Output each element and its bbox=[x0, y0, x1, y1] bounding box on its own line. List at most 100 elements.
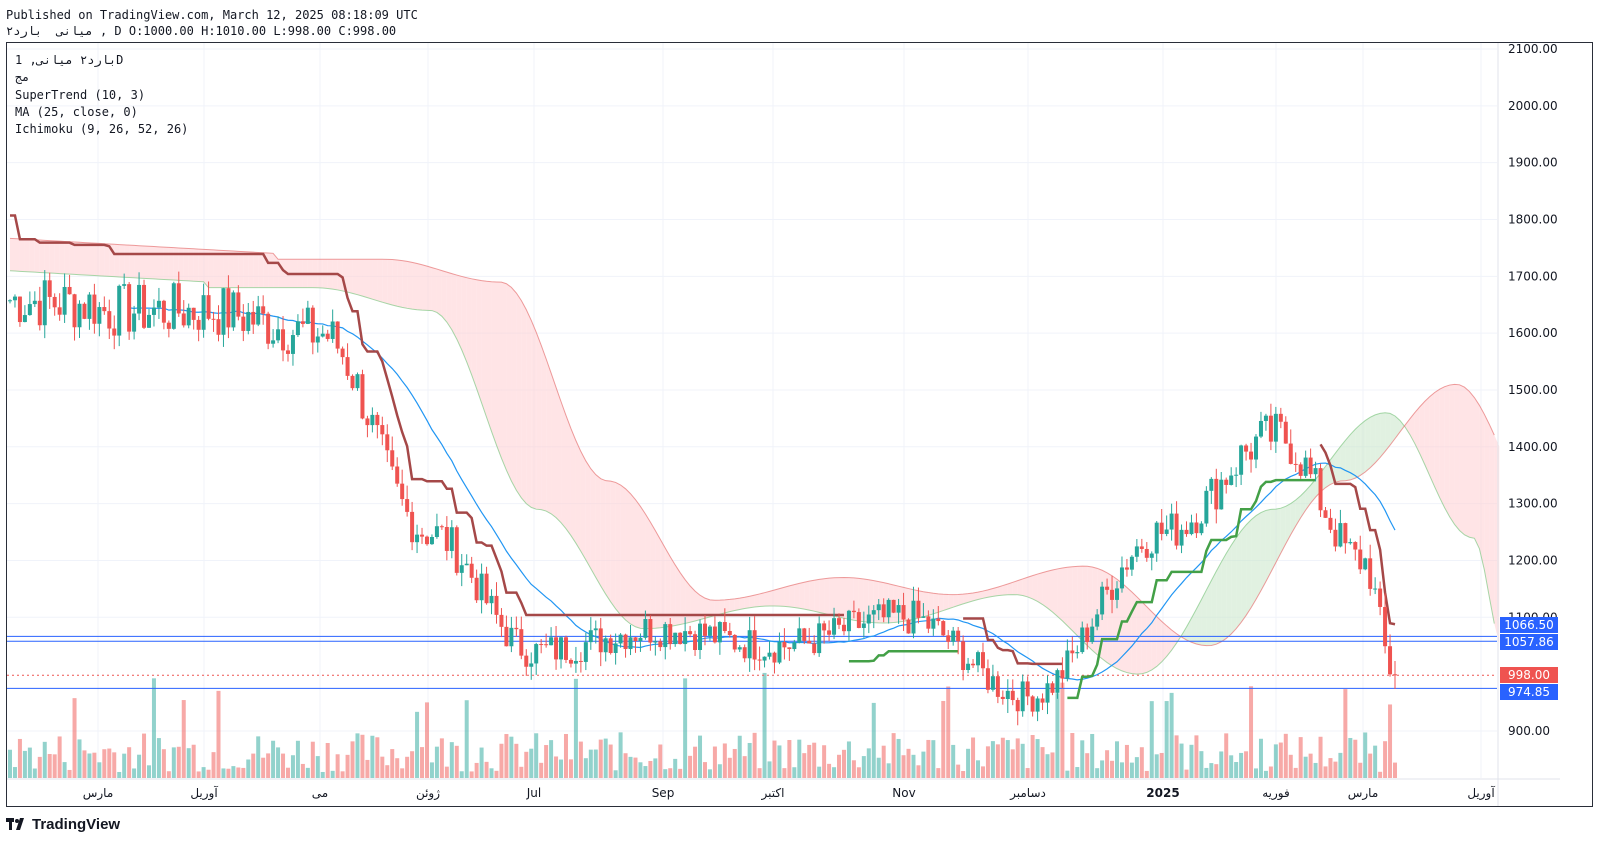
volume-bar bbox=[1000, 737, 1005, 778]
candle-body bbox=[1249, 451, 1254, 460]
volume-bar bbox=[1328, 758, 1333, 778]
volume-bar bbox=[206, 769, 211, 778]
volume-bar bbox=[72, 698, 77, 778]
candle-body bbox=[707, 626, 712, 636]
cloud-segment bbox=[561, 401, 566, 529]
volume-bar bbox=[707, 769, 712, 778]
volume-bar bbox=[300, 763, 305, 778]
candle-body bbox=[1154, 522, 1159, 554]
cloud-segment bbox=[680, 572, 686, 625]
candle-body bbox=[82, 303, 87, 319]
cloud-segment bbox=[1325, 459, 1331, 488]
legend-supertrend[interactable]: SuperTrend (10, 3) bbox=[15, 88, 146, 102]
legend-ichimoku[interactable]: Ichimoku (9, 26, 52, 26) bbox=[15, 122, 189, 136]
cloud-segment bbox=[799, 582, 805, 610]
candle-body bbox=[578, 660, 583, 662]
volume-bar bbox=[1105, 750, 1110, 778]
volume-bar bbox=[1129, 762, 1134, 778]
candle-body bbox=[598, 628, 603, 653]
volume-bar bbox=[32, 768, 37, 778]
candle-body bbox=[37, 300, 42, 326]
candle-body bbox=[355, 374, 360, 389]
candle-body bbox=[737, 647, 742, 650]
cloud-segment bbox=[928, 592, 934, 616]
cloud-segment bbox=[948, 594, 954, 609]
cloud-segment bbox=[412, 262, 418, 310]
volume-bar bbox=[1353, 739, 1358, 778]
candle-body bbox=[196, 319, 201, 330]
cloud-segment bbox=[471, 278, 477, 389]
candle-body bbox=[861, 623, 866, 628]
time-tick-label: Nov bbox=[892, 786, 915, 800]
candle-body bbox=[653, 641, 658, 643]
candle-body bbox=[846, 610, 851, 632]
candle-body bbox=[916, 600, 921, 618]
candle-body bbox=[1383, 606, 1388, 647]
cloud-segment bbox=[863, 578, 869, 623]
cloud-segment bbox=[1017, 578, 1023, 596]
candle-body bbox=[539, 644, 544, 646]
volume-bar bbox=[717, 764, 722, 778]
candle-body bbox=[658, 641, 663, 648]
tradingview-logo[interactable]: TradingView bbox=[6, 814, 120, 834]
candle-body bbox=[156, 300, 161, 308]
candle-body bbox=[519, 629, 524, 656]
cloud-segment bbox=[481, 280, 487, 418]
volume-bar bbox=[658, 744, 663, 778]
volume-bar bbox=[901, 755, 906, 778]
candle-body bbox=[1288, 443, 1293, 464]
cloud-segment bbox=[734, 598, 740, 611]
volume-bar bbox=[628, 756, 633, 778]
cloud-segment bbox=[754, 593, 760, 608]
volume-bar bbox=[683, 678, 688, 778]
candle-body bbox=[673, 632, 678, 645]
volume-bar bbox=[554, 756, 559, 778]
price-tag-1066: 1066.50 bbox=[1500, 617, 1558, 633]
volume-bar bbox=[77, 739, 82, 778]
chart-frame[interactable] bbox=[6, 42, 1593, 807]
volume-bar bbox=[1184, 769, 1189, 778]
cloud-segment bbox=[148, 246, 154, 279]
volume-bar bbox=[494, 770, 499, 778]
volume-bar bbox=[926, 739, 931, 778]
volume-bar bbox=[757, 768, 762, 778]
cloud-segment bbox=[620, 485, 626, 620]
cloud-segment bbox=[10, 238, 15, 272]
cloud-segment bbox=[397, 259, 403, 308]
candle-body bbox=[588, 630, 593, 643]
volume-bar bbox=[1030, 735, 1035, 778]
cloud-segment bbox=[595, 474, 601, 586]
candle-body bbox=[1139, 546, 1144, 549]
volume-bar bbox=[1268, 766, 1273, 778]
candle-body bbox=[549, 637, 554, 646]
volume-bar bbox=[395, 758, 400, 778]
candle-body bbox=[1378, 588, 1383, 607]
legend-ma[interactable]: MA (25, close, 0) bbox=[15, 105, 138, 119]
cloud-segment bbox=[74, 242, 80, 275]
cloud-segment bbox=[39, 240, 45, 273]
cloud-segment bbox=[352, 259, 358, 295]
volume-bar bbox=[420, 747, 425, 778]
volume-bar bbox=[777, 745, 782, 778]
candle-body bbox=[702, 623, 707, 636]
candle-body bbox=[112, 328, 117, 336]
volume-bar bbox=[990, 741, 995, 778]
volume-bar bbox=[891, 733, 896, 778]
volume-bar bbox=[653, 758, 658, 778]
candle-body bbox=[171, 283, 176, 329]
candle-body bbox=[340, 348, 345, 358]
cloud-segment bbox=[451, 273, 457, 340]
cloud-segment bbox=[1414, 406, 1420, 454]
candle-body bbox=[1060, 670, 1065, 679]
volume-bar bbox=[851, 760, 856, 778]
cloud-segment bbox=[24, 239, 30, 272]
candle-body bbox=[663, 624, 668, 648]
cloud-segment bbox=[253, 252, 259, 288]
volume-bar bbox=[365, 759, 370, 778]
candle-body bbox=[985, 668, 990, 690]
volume-bar bbox=[1388, 704, 1393, 778]
candle-body bbox=[127, 284, 132, 332]
candle-body bbox=[1124, 567, 1129, 570]
candle-body bbox=[186, 307, 191, 326]
